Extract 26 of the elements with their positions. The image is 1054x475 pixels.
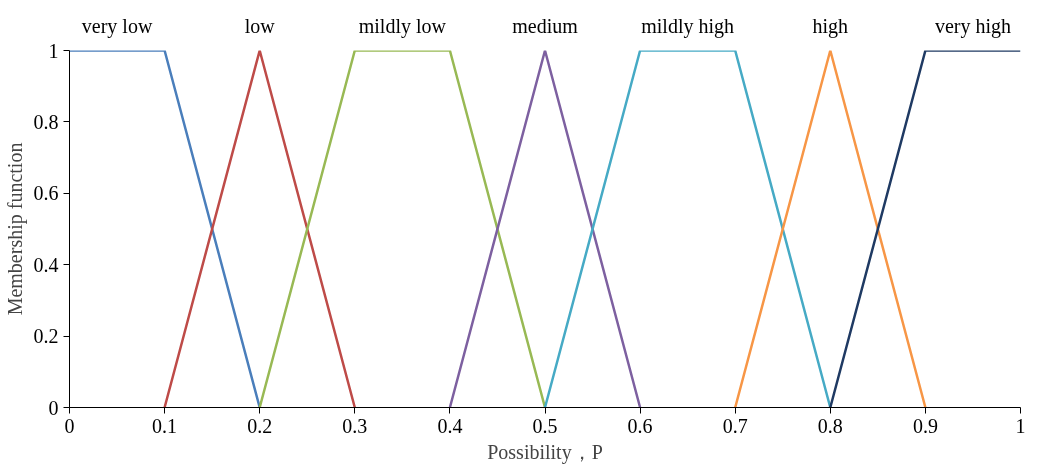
- x-tick-label: 0.5: [532, 414, 558, 437]
- x-tick-label: 0.8: [817, 414, 843, 437]
- y-tick-label: 0.4: [33, 253, 59, 276]
- y-axis-title: Membership function: [3, 142, 27, 316]
- series-label: very low: [81, 14, 153, 38]
- y-tick-label: 1: [48, 39, 59, 62]
- x-tick-label: 0: [64, 414, 75, 437]
- x-tick-label: 0.6: [627, 414, 653, 437]
- x-tick-label: 0.3: [342, 414, 368, 437]
- series-label: mildly high: [641, 14, 735, 38]
- y-tick-label: 0.8: [33, 110, 59, 133]
- x-tick-label: 0.4: [437, 414, 463, 437]
- x-tick-label: 0.2: [247, 414, 273, 437]
- series-label: medium: [512, 14, 579, 37]
- x-tick-label: 1: [1015, 414, 1026, 437]
- y-tick-label: 0.2: [33, 325, 59, 348]
- series-label: low: [244, 14, 276, 37]
- x-tick-label: 0.9: [912, 414, 938, 437]
- x-axis-title: Possibility，P: [487, 440, 603, 464]
- x-tick-label: 0.1: [152, 414, 178, 437]
- series-label: very high: [934, 14, 1011, 38]
- series-label: mildly low: [358, 14, 447, 38]
- y-tick-label: 0.6: [33, 182, 59, 205]
- series-label: high: [812, 14, 849, 38]
- x-tick-label: 0.7: [722, 414, 748, 437]
- y-tick-label: 0: [48, 396, 59, 419]
